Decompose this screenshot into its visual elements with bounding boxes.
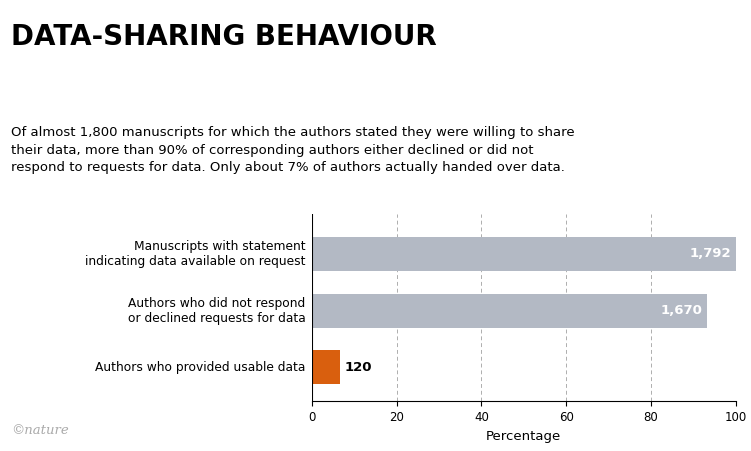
Text: manuscripts: manuscripts xyxy=(732,248,751,260)
Text: 120: 120 xyxy=(345,361,372,374)
Text: 1,792: 1,792 xyxy=(689,248,731,260)
Text: DATA-SHARING BEHAVIOUR: DATA-SHARING BEHAVIOUR xyxy=(11,23,437,51)
Text: ©nature: ©nature xyxy=(11,424,69,437)
Bar xyxy=(312,237,736,271)
Text: Authors who did not respond
or declined requests for data: Authors who did not respond or declined … xyxy=(128,297,306,325)
Bar xyxy=(312,350,340,384)
X-axis label: Percentage: Percentage xyxy=(486,430,562,443)
Text: Of almost 1,800 manuscripts for which the authors stated they were willing to sh: Of almost 1,800 manuscripts for which th… xyxy=(11,126,575,174)
Text: Manuscripts with statement
indicating data available on request: Manuscripts with statement indicating da… xyxy=(85,240,306,268)
Bar xyxy=(312,294,707,328)
Text: 1,670: 1,670 xyxy=(660,304,702,317)
Text: Authors who provided usable data: Authors who provided usable data xyxy=(95,361,306,374)
